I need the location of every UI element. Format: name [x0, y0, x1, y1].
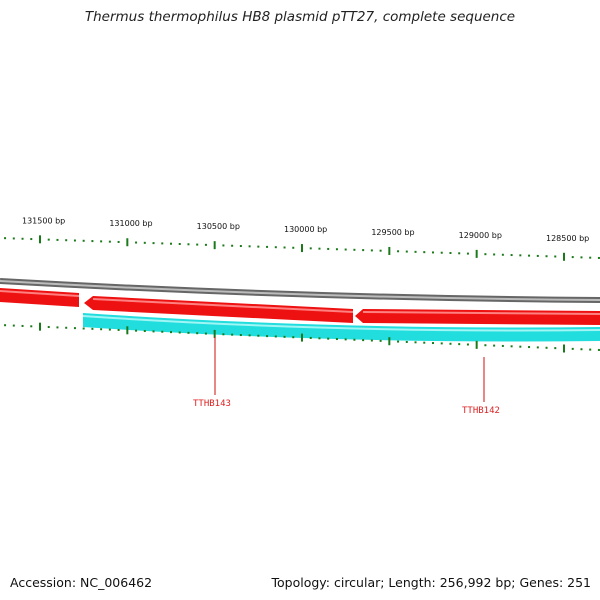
scale-tick-label: 131500 bp: [22, 216, 65, 225]
map-title: Thermus thermophilus HB8 plasmid pTT27, …: [84, 9, 516, 25]
inner-scale-ticks: [4, 322, 600, 353]
forward-strand-genes: [0, 288, 600, 325]
accession-text: Accession: NC_006462: [10, 575, 153, 590]
reverse-strand-genes: [82, 313, 600, 342]
scale-tick-label: 129500 bp: [371, 228, 414, 237]
scale-tick-label: 129000 bp: [459, 231, 502, 240]
scale-tick-label: 128500 bp: [546, 234, 589, 243]
outer-scale-ticks: [4, 235, 600, 261]
scale-tick-label: 131000 bp: [109, 219, 152, 228]
summary-text: Topology: circular; Length: 256,992 bp; …: [271, 575, 592, 590]
gene-label-tthb143[interactable]: TTHB143: [193, 399, 231, 409]
scale-tick-label: 130500 bp: [197, 222, 240, 231]
scale-tick-label: 130000 bp: [284, 225, 327, 234]
scale-tick-labels: 131500 bp 131000 bp 130500 bp 130000 bp 1295…: [22, 216, 589, 242]
gene-label-tthb142[interactable]: TTHB142: [462, 406, 500, 416]
backbone-arc: [0, 278, 600, 303]
